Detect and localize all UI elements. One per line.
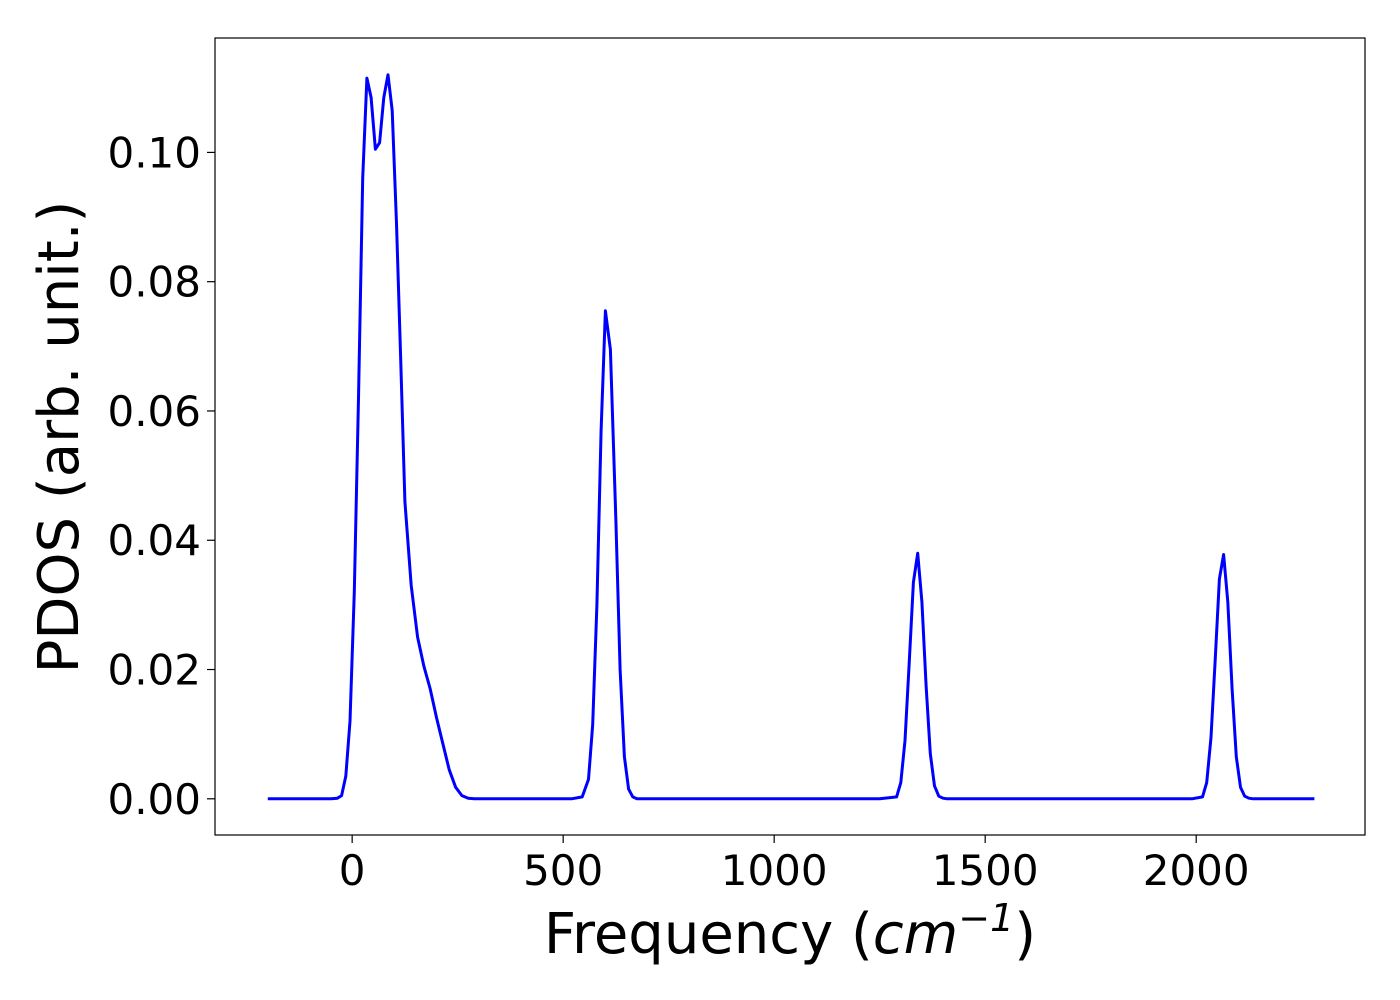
y-tick-label: 0.02: [107, 646, 201, 695]
x-tick-label: 0: [339, 846, 366, 895]
x-tick-label: 1500: [932, 846, 1039, 895]
plot-frame: [214, 37, 1366, 836]
y-tick-label: 0.06: [107, 387, 201, 436]
ticks-layer: 0 500 1000 1500 2000 0.00 0.02 0.04 0.06 0.08 0.10: [107, 128, 1249, 895]
y-tick-label: 0.00: [107, 775, 201, 824]
x-tick-label: 500: [523, 846, 603, 895]
x-axis-label: Frequency (cm−1): [544, 896, 1036, 967]
x-tick-label: 1000: [721, 846, 828, 895]
y-axis-label: PDOS (arb. unit.): [27, 201, 92, 674]
x-tick-label: 2000: [1143, 846, 1250, 895]
pdos-series-line-0: [267, 73, 1315, 801]
series-layer: [267, 73, 1315, 801]
y-tick-label: 0.08: [107, 258, 201, 307]
y-tick-label: 0.04: [107, 516, 201, 565]
y-tick-label: 0.10: [107, 128, 201, 177]
